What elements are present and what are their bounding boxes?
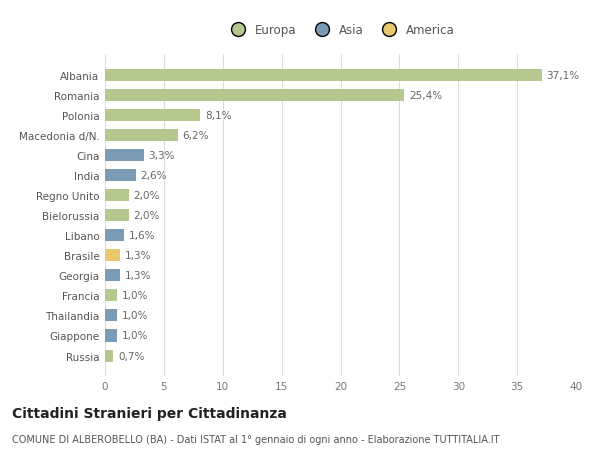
Text: 1,0%: 1,0% [121,311,148,321]
Bar [105,110,200,122]
Bar [105,190,128,202]
Text: 6,2%: 6,2% [183,131,209,141]
Text: COMUNE DI ALBEROBELLO (BA) - Dati ISTAT al 1° gennaio di ogni anno - Elaborazion: COMUNE DI ALBEROBELLO (BA) - Dati ISTAT … [12,434,499,444]
Text: 2,6%: 2,6% [140,171,167,181]
Text: 37,1%: 37,1% [547,71,580,81]
Text: 1,3%: 1,3% [125,251,152,261]
Bar [105,290,117,302]
Text: 2,0%: 2,0% [133,211,160,221]
Bar [105,210,128,222]
Text: 8,1%: 8,1% [205,111,232,121]
Text: 0,7%: 0,7% [118,351,145,361]
Bar [105,270,121,282]
Text: 25,4%: 25,4% [409,91,442,101]
Text: 1,6%: 1,6% [128,231,155,241]
Text: 1,0%: 1,0% [121,331,148,341]
Text: 3,3%: 3,3% [149,151,175,161]
Bar [105,90,404,102]
Bar [105,70,542,82]
Legend: Europa, Asia, America: Europa, Asia, America [221,19,460,42]
Bar [105,170,136,182]
Text: 2,0%: 2,0% [133,191,160,201]
Bar [105,330,117,342]
Bar [105,150,144,162]
Bar [105,250,121,262]
Bar [105,130,178,142]
Text: 1,3%: 1,3% [125,271,152,281]
Bar [105,310,117,322]
Bar [105,230,124,242]
Bar [105,350,113,362]
Text: Cittadini Stranieri per Cittadinanza: Cittadini Stranieri per Cittadinanza [12,406,287,420]
Text: 1,0%: 1,0% [121,291,148,301]
